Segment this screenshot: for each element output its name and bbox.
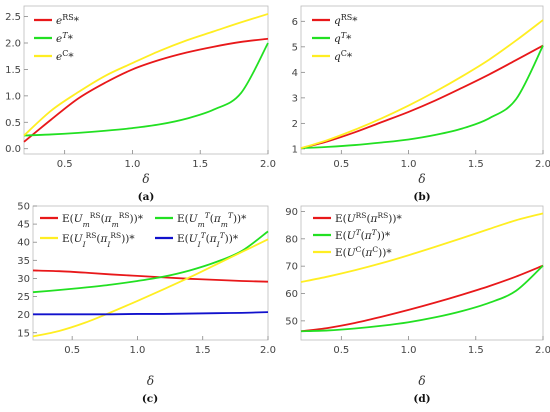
y-tick-label: 45	[17, 220, 30, 231]
plot-frame	[300, 5, 544, 155]
chart-panel-b: 1 2 3 4 5 6 0.5 1.0 1.5 2.0 δ (b) qRS* qT* qC*	[292, 5, 550, 203]
legend-entry: E(URS(πRS))*	[335, 211, 402, 226]
legend-entry: E(UT(πT))*	[335, 228, 391, 243]
x-tick-label: 0.5	[333, 159, 349, 170]
series-line-blue	[33, 311, 269, 316]
x-axis-label: δ	[418, 374, 425, 388]
x-tick-label: 2.0	[260, 345, 276, 356]
chart-panel-d: 50 60 70 80 90 0.5 1.0 1.5 2.0 δ (d) E(URS(πRS))* E(…	[285, 205, 550, 405]
series-line-rs	[23, 37, 269, 143]
y-tick-label: 4	[292, 68, 298, 79]
series-line-c	[32, 238, 269, 338]
series-line-rs	[300, 44, 544, 150]
series-line-c	[300, 19, 544, 149]
y-tick-label: 15	[17, 328, 30, 339]
series-line-c	[300, 212, 544, 283]
x-tick-label: 0.5	[64, 345, 80, 356]
y-tick-label: 20	[17, 310, 30, 321]
legend-entry: E(UC(πC))*	[335, 245, 392, 260]
panel-caption: (c)	[142, 393, 158, 405]
legend-entry: qRS*	[334, 13, 358, 28]
series-line-t	[300, 264, 544, 333]
x-tick-label: 1.5	[468, 345, 484, 356]
series-line-t	[32, 230, 269, 294]
y-tick-label: 3	[292, 93, 298, 104]
chart-panel-c: 15 20 25 30 35 40 45 50 0.5 1.0 1.5 2.0 δ (c) E(UmRS(π…	[17, 202, 276, 406]
y-tick-label: 70	[285, 262, 298, 273]
y-tick-label: 5	[292, 42, 298, 53]
y-tick-label: 2.0	[5, 39, 21, 50]
x-axis-label: δ	[418, 172, 425, 186]
legend-entry: E(UIT(πIT))*	[177, 231, 239, 249]
y-tick-label: 80	[285, 234, 298, 245]
series-line-rs	[300, 264, 544, 333]
panel-caption: (a)	[138, 191, 155, 203]
x-tick-label: 1.0	[401, 159, 417, 170]
panel-caption: (b)	[413, 191, 430, 203]
legend-entry: qT*	[334, 31, 352, 46]
plot-frame	[23, 5, 269, 155]
y-tick-label: 1.0	[5, 91, 21, 102]
x-tick-label: 1.0	[129, 345, 145, 356]
x-axis-label: δ	[147, 374, 154, 388]
x-tick-label: 1.0	[124, 159, 140, 170]
y-tick-label: 1.5	[5, 65, 21, 76]
x-axis-label: δ	[142, 172, 149, 186]
x-tick-label: 1.5	[468, 159, 484, 170]
legend-entry: qC*	[334, 49, 353, 64]
y-tick-label: 40	[17, 238, 30, 249]
y-tick-label: 90	[285, 207, 298, 218]
y-tick-label: 6	[292, 17, 298, 28]
y-tick-label: 0.0	[5, 144, 21, 155]
chart-panel-a: 0.0 0.5 1.0 1.5 2.0 2.5 0.5 1.0 1.5 2.0 δ (a) eRS* eT…	[5, 5, 276, 203]
y-tick-label: 25	[17, 292, 30, 303]
y-tick-label: 30	[17, 274, 30, 285]
legend-entry: E(UIRS(πIRS))*	[62, 231, 135, 249]
series-line-rs	[32, 269, 269, 283]
panel-caption: (d)	[413, 393, 430, 405]
y-tick-label: 50	[17, 202, 30, 213]
y-tick-label: 0.5	[5, 118, 21, 129]
x-tick-label: 0.5	[57, 159, 73, 170]
x-tick-label: 0.5	[333, 345, 349, 356]
x-tick-label: 2.0	[535, 345, 550, 356]
y-tick-label: 35	[17, 256, 30, 267]
x-tick-label: 1.5	[192, 159, 208, 170]
y-tick-label: 60	[285, 289, 298, 300]
plot-frame	[32, 205, 269, 341]
legend-entry: eC*	[56, 49, 74, 64]
x-tick-label: 2.0	[535, 159, 550, 170]
plot-frame	[300, 205, 544, 341]
legend-entry: E(UmRS(πmRS))*	[62, 211, 144, 229]
series-line-t	[300, 45, 544, 150]
y-tick-label: 50	[285, 316, 298, 327]
legend-entry: E(UmT(πmT))*	[177, 211, 247, 229]
x-tick-label: 1.5	[195, 345, 211, 356]
series-line-t	[23, 42, 269, 137]
x-tick-label: 2.0	[260, 159, 276, 170]
x-tick-label: 1.0	[401, 345, 417, 356]
legend-entry: eRS*	[56, 13, 80, 28]
y-tick-label: 1	[292, 144, 298, 155]
legend-entry: eT*	[56, 31, 74, 46]
y-tick-label: 2	[292, 119, 298, 130]
y-tick-label: 2.5	[5, 12, 21, 23]
series-line-c	[23, 13, 269, 137]
